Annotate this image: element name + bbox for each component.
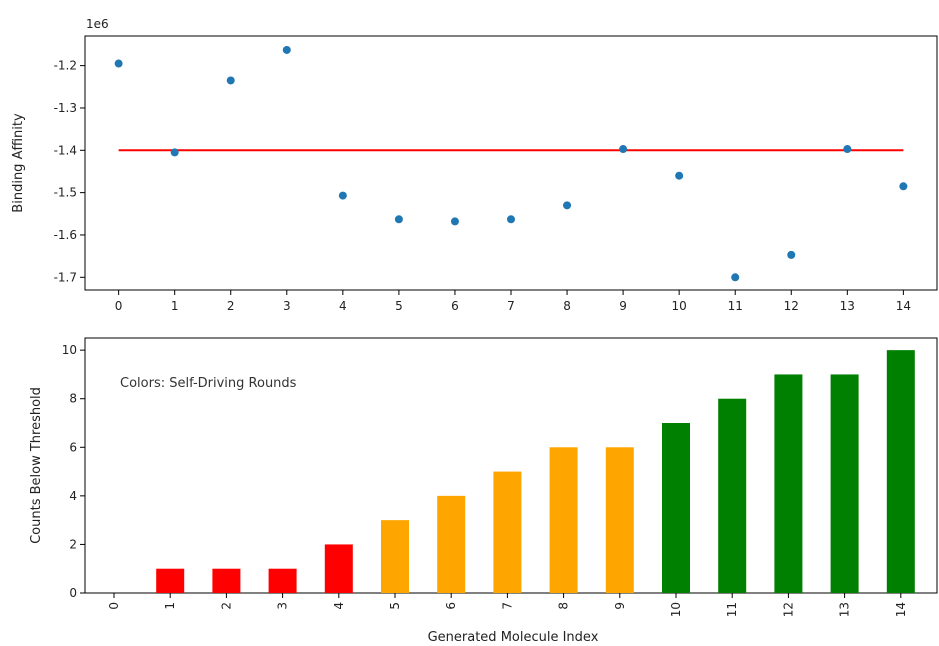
x-tick-label: 7	[500, 602, 514, 610]
y-tick-label: -1.6	[54, 228, 77, 242]
x-tick-label: 3	[283, 299, 291, 313]
x-tick-label: 2	[227, 299, 235, 313]
bar	[662, 423, 690, 593]
bar	[493, 471, 522, 593]
binding-affinity-plot-frame	[84, 35, 938, 291]
bar	[605, 447, 634, 593]
y-tick-label: 4	[69, 489, 77, 503]
data-point	[170, 148, 179, 157]
y-tick-label: 0	[69, 586, 77, 600]
x-tick-label: 14	[896, 299, 911, 313]
y-tick-label: -1.4	[54, 143, 77, 157]
x-tick-label: 7	[507, 299, 515, 313]
x-tick-label: 1	[163, 602, 177, 610]
y-tick-label: -1.7	[54, 270, 77, 284]
x-tick-label: 14	[894, 602, 908, 617]
bar	[437, 495, 466, 593]
x-tick-label: 6	[444, 602, 458, 610]
x-tick-label: 13	[838, 602, 852, 617]
bar	[212, 568, 241, 593]
x-tick-label: 3	[276, 602, 290, 610]
binding-affinity-chart: 1e6 Binding Affinity -1.2-1.3-1.4-1.5-1.…	[11, 17, 938, 313]
bar	[718, 398, 747, 593]
x-tick-label: 11	[725, 602, 739, 617]
binding-affinity-y-ticks: -1.2 -1.3 -1.4 -1.5 -1.6 -1.7	[54, 59, 85, 284]
x-tick-label: 5	[395, 299, 403, 313]
data-point	[507, 215, 515, 224]
data-point	[787, 250, 796, 259]
y-tick-label: 10	[62, 343, 77, 357]
x-tick-label: 6	[451, 299, 459, 313]
data-point	[899, 182, 908, 191]
data-point	[450, 217, 459, 226]
y-tick-label: 8	[69, 392, 77, 406]
counts-x-axis-label: Generated Molecule Index	[428, 630, 599, 645]
x-tick-label: 8	[563, 299, 571, 313]
bar	[774, 374, 803, 593]
x-tick-label: 0	[115, 299, 123, 313]
counts-y-ticks: 0 2 4 6 8 10	[62, 343, 85, 600]
binding-affinity-y-axis-label: Binding Affinity	[11, 113, 26, 213]
y-tick-label: 6	[69, 440, 77, 454]
x-tick-label: 12	[781, 602, 795, 617]
x-tick-label: 1	[171, 299, 179, 313]
counts-x-ticks: 0 1 2 3 4 5 6 7 8 9 10 11 12 13 14	[107, 593, 908, 617]
data-point	[282, 45, 291, 54]
counts-below-threshold-chart: Colors: Self-Driving Rounds Counts Below…	[29, 337, 938, 645]
x-tick-label: 4	[332, 602, 346, 610]
data-point	[675, 171, 684, 180]
x-tick-label: 11	[728, 299, 743, 313]
colors-annotation: Colors: Self-Driving Rounds	[120, 376, 297, 391]
binding-affinity-x-ticks: 0 1 2 3 4 5 6 7 8 9 10 11 12 13 14	[115, 290, 911, 313]
y-tick-label: -1.3	[54, 101, 77, 115]
x-tick-label: 12	[784, 299, 799, 313]
x-tick-label: 2	[219, 602, 233, 610]
x-tick-label: 9	[613, 602, 627, 610]
binding-affinity-axis-offset-label: 1e6	[86, 17, 109, 31]
x-tick-label: 5	[388, 602, 402, 610]
y-tick-label: 2	[69, 537, 77, 551]
x-tick-label: 4	[339, 299, 347, 313]
x-tick-label: 0	[107, 602, 121, 610]
x-tick-label: 13	[840, 299, 855, 313]
x-tick-label: 8	[557, 602, 571, 610]
bar	[324, 544, 353, 593]
bar	[549, 447, 578, 593]
binding-affinity-points	[114, 45, 908, 282]
x-tick-label: 10	[672, 299, 687, 313]
bar	[886, 350, 915, 593]
data-point	[394, 215, 403, 224]
bar	[156, 568, 185, 593]
data-point	[114, 59, 123, 68]
data-point	[563, 201, 572, 210]
bar	[268, 568, 297, 593]
data-point	[338, 191, 347, 200]
counts-bars	[156, 350, 915, 593]
x-tick-label: 10	[669, 602, 683, 617]
data-point	[619, 145, 628, 154]
x-tick-label: 9	[619, 299, 627, 313]
data-point	[731, 273, 740, 282]
data-point	[226, 76, 235, 85]
bar	[381, 520, 409, 593]
y-tick-label: -1.2	[54, 59, 77, 73]
counts-y-axis-label: Counts Below Threshold	[29, 387, 44, 544]
bar	[830, 374, 859, 593]
y-tick-label: -1.5	[54, 186, 77, 200]
data-point	[843, 145, 852, 154]
